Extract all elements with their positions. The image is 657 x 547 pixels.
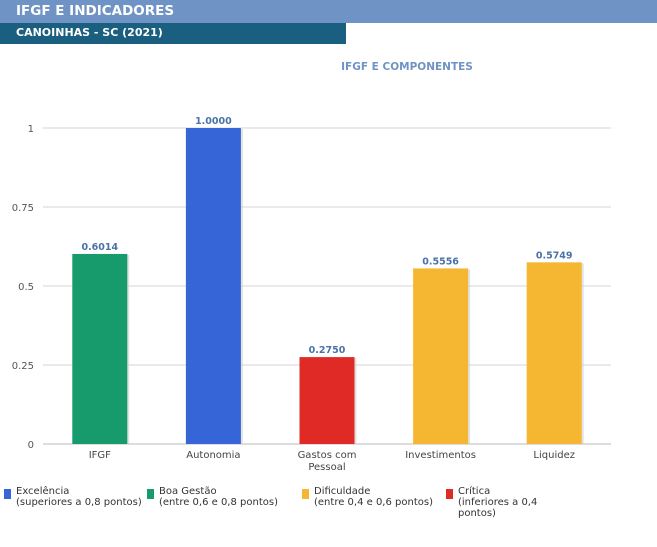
subheader-bar: CANOINHAS - SC (2021) — [0, 23, 346, 44]
legend-label: Dificuldade — [314, 486, 371, 497]
y-tick-label: 0.75 — [12, 203, 34, 214]
legend-desc: (entre 0,4 e 0,6 pontos) — [314, 497, 433, 508]
x-tick-label: Investimentos — [405, 450, 476, 461]
legend-label: Excelência — [16, 486, 70, 497]
legend-label: Crítica — [458, 486, 491, 497]
legend-item-critica: Crítica (inferiores a 0,4 pontos) — [446, 486, 556, 519]
legend-item-boa-gestao: Boa Gestão (entre 0,6 e 0,8 pontos) — [147, 486, 278, 508]
legend-item-dificuldade: Dificuldade (entre 0,4 e 0,6 pontos) — [302, 486, 433, 508]
x-tick-label: Liquidez — [533, 450, 575, 461]
legend-swatch — [446, 489, 453, 499]
header-bar: IFGF E INDICADORES — [0, 0, 657, 23]
page-title: IFGF E INDICADORES — [16, 3, 175, 19]
chart-title: IFGF E COMPONENTES — [341, 61, 473, 73]
x-tick-label: Autonomia — [186, 450, 240, 461]
bar — [185, 128, 241, 444]
legend-swatch — [4, 489, 11, 499]
x-tick-label: Gastos com Pessoal — [298, 450, 357, 473]
location-title: CANOINHAS - SC (2021) — [16, 26, 163, 39]
bar — [72, 253, 128, 444]
x-tick-label: IFGF — [89, 450, 111, 461]
data-label: 0.6014 — [81, 242, 118, 253]
legend-desc: (entre 0,6 e 0,8 pontos) — [159, 497, 278, 508]
bar — [526, 262, 582, 444]
legend-label: Boa Gestão — [159, 486, 217, 497]
legend-desc: (superiores a 0,8 pontos) — [16, 497, 142, 508]
legend-swatch — [302, 489, 309, 499]
legend-swatch — [147, 489, 154, 499]
legend-item-excelencia: Excelência (superiores a 0,8 pontos) — [4, 486, 142, 508]
y-tick-label: 0 — [28, 440, 34, 451]
bar-chart: IFGF E COMPONENTES 0 0.25 0.5 0.75 1 0.6014 IFG… — [12, 61, 611, 473]
bar — [413, 268, 469, 444]
bar — [299, 357, 355, 444]
data-label: 0.5749 — [536, 250, 573, 261]
legend-desc: (inferiores a 0,4 pontos) — [458, 497, 538, 519]
y-tick-label: 0.25 — [12, 361, 34, 372]
y-tick-label: 0.5 — [18, 282, 34, 293]
data-label: 1.0000 — [195, 116, 232, 127]
legend: Excelência (superiores a 0,8 pontos) Boa… — [0, 486, 657, 546]
y-tick-label: 1 — [28, 124, 34, 135]
data-label: 0.5556 — [422, 256, 459, 267]
data-label: 0.2750 — [309, 345, 346, 356]
